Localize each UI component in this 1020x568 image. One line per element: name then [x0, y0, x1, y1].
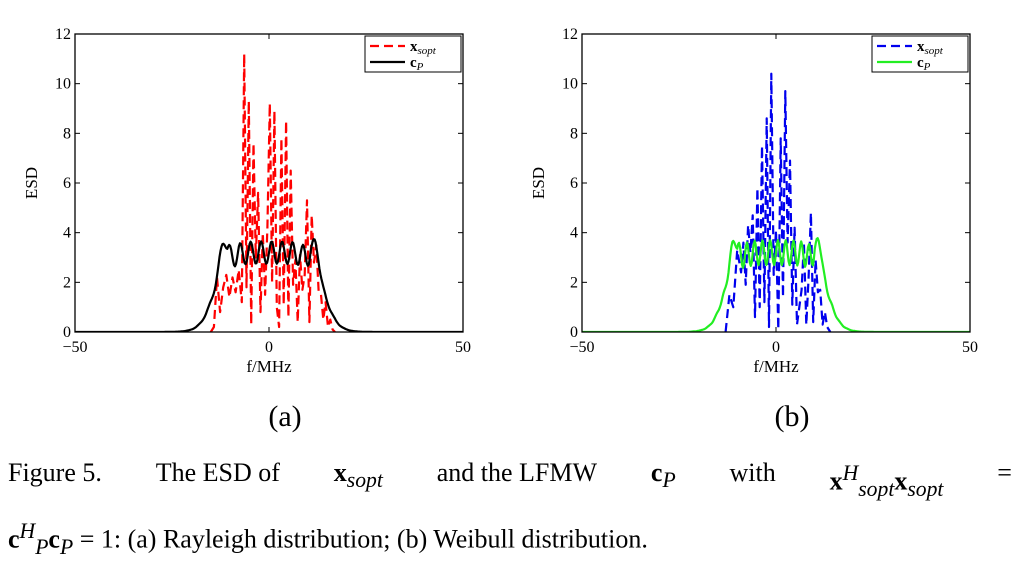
panel-b-legend-cp-sub: P — [923, 61, 931, 73]
panel-a-xlabel: f/MHz — [246, 357, 292, 376]
panel-b-axes-box — [581, 33, 971, 333]
caption-equals: = — [997, 458, 1012, 487]
caption-sub-p-2: P — [35, 534, 49, 559]
panel-a-subfigure-label: (a) — [268, 400, 301, 433]
caption-xsopt: xsopt — [334, 452, 383, 510]
panel-a-ytick-label: 12 — [55, 26, 71, 43]
panel-b-series-cp-line — [582, 237, 970, 332]
panel-b-xtick-label: 0 — [772, 339, 780, 356]
panel-a-xtick-label: 0 — [265, 339, 273, 356]
panel-a-legend-cp-label: cP — [410, 55, 424, 73]
panel-a-legend-xsopt-main: x — [410, 39, 418, 55]
caption-sup-h: H — [842, 461, 859, 485]
caption-sub-p: P — [662, 468, 676, 493]
caption-x: x — [333, 458, 347, 487]
caption-sub-p-3: P — [59, 534, 74, 559]
panel-b-legend-xsopt-main: x — [917, 39, 925, 55]
panel-b-ytick-label: 8 — [570, 125, 578, 142]
panel-b-subfigure-label: (b) — [775, 400, 810, 433]
panel-b-ytick-label: 10 — [562, 76, 578, 93]
panel-a-ytick-label: 2 — [63, 274, 71, 291]
caption-c: c — [650, 458, 663, 487]
panel-a-ytick-label: 0 — [63, 324, 71, 341]
panel-a-legend-cp-sub: P — [416, 61, 424, 73]
panel-b-xlabel: f/MHz — [753, 357, 799, 376]
caption-sup-h-2: H — [19, 518, 36, 543]
panel-a-legend-box — [364, 35, 462, 73]
panel-b-legend-cp-label: cP — [917, 55, 931, 73]
caption-cp: cP — [651, 452, 676, 510]
panel-a-ylabel: ESD — [22, 167, 41, 199]
caption-sub-sopt: sopt — [346, 468, 383, 493]
caption-text-3: with — [729, 458, 776, 487]
panel-b-legend-box — [871, 35, 969, 73]
caption-sub-sopt-3: sopt — [907, 476, 944, 501]
panel-a-xtick-label: 50 — [455, 339, 471, 356]
panel-b-series-xsopt-line — [724, 72, 832, 332]
panel-b-ytick-label: 12 — [562, 26, 578, 43]
panel-a-legend-cp-main: c — [410, 55, 417, 71]
panel-b-ylabel: ESD — [529, 167, 548, 199]
caption-xh-x: xHsoptxsopt — [830, 452, 944, 510]
panel-a-ytick-label: 8 — [63, 125, 71, 142]
panel-b-ytick-label: 6 — [570, 175, 578, 192]
panel-b-xtick-label: 50 — [962, 339, 978, 356]
panel-a-ytick-label: 4 — [63, 225, 71, 242]
caption-c-2: c — [8, 524, 20, 554]
caption-figure-label: Figure 5. — [8, 458, 102, 487]
caption-sub-sopt-2: sopt — [858, 476, 895, 501]
panel-b-legend-xsopt-sub: sopt — [925, 45, 944, 57]
caption-x-2: x — [829, 466, 843, 496]
panel-b-legend-cp-main: c — [917, 55, 924, 71]
panel-a-series-cp-line — [75, 238, 463, 332]
panel-a-ytick-label: 10 — [55, 76, 71, 93]
panel-b-legend-xsopt-label: xsopt — [917, 39, 944, 57]
panel-a-series-xsopt-line — [209, 52, 336, 332]
panel-a-legend-xsopt-sub: sopt — [418, 45, 437, 57]
caption-c-3: c — [48, 524, 60, 554]
panel-b-ytick-label: 0 — [570, 324, 578, 341]
panel-b-xtick-label: −50 — [569, 339, 594, 356]
panel-b-ytick-label: 4 — [570, 225, 578, 242]
caption-text-1: The ESD of — [155, 458, 280, 487]
figure-caption: Figure 5. The ESD of xsopt and the LFMW … — [8, 452, 1012, 568]
panel-a-xtick-label: −50 — [62, 339, 87, 356]
panel-b-ytick-label: 2 — [570, 274, 578, 291]
caption-x-3: x — [894, 466, 908, 496]
panel-a-legend-xsopt-label: xsopt — [410, 39, 437, 57]
caption-text-2: and the LFMW — [436, 458, 598, 487]
panel-a-ytick-label: 6 — [63, 175, 71, 192]
caption-rhs: = 1: (a) Rayleigh distribution; (b) Weib… — [79, 524, 648, 554]
